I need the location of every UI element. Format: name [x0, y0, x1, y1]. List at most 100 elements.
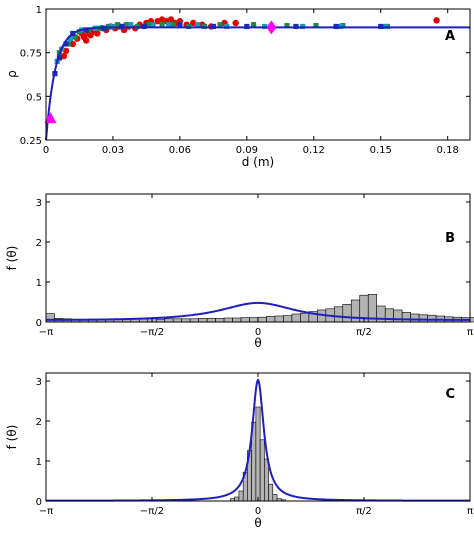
panel-b-x-tick-label: π/2 [356, 327, 372, 338]
panel-c-x-tick-label: π [467, 506, 473, 517]
data-point [72, 34, 78, 40]
panel-b-frame [45, 193, 471, 323]
data-point [159, 22, 165, 28]
data-point [313, 22, 319, 29]
panel-a-x-axis-label: d (m) [242, 155, 274, 169]
data-point [433, 17, 440, 24]
histogram-bar [418, 314, 428, 323]
histogram-bar [238, 490, 244, 502]
panel-c-y-axis-label: f (θ) [5, 425, 19, 450]
histogram-bar [234, 496, 240, 502]
fit-curve [45, 26, 470, 141]
panel-c-label: C [445, 387, 455, 402]
data-point [170, 22, 176, 28]
histogram-bar [206, 318, 216, 323]
histogram-bar [342, 304, 352, 323]
histogram-bar [215, 318, 225, 323]
data-point [232, 19, 239, 27]
panel-c: −π −π/2 0 π/2 π 0 1 2 3 C θ f (θ) [5, 372, 473, 530]
panel-b-y-tick-label: 1 [36, 278, 42, 289]
panel-c-x-axis-label: θ [254, 516, 261, 530]
data-point [63, 41, 69, 47]
histogram-bar [264, 458, 269, 502]
panel-b-x-tick-label: 0 [255, 327, 261, 338]
panel-b-x-tick-label: −π [39, 327, 53, 338]
panel-a-y-tick-label: 0.5 [26, 92, 42, 103]
panel-a-x-tick-label: 0.15 [370, 145, 392, 156]
data-point [105, 23, 112, 30]
panel-b-label: B [445, 231, 455, 246]
histogram-bar [300, 312, 310, 323]
panel-a-x-tick-label: 0 [43, 145, 49, 156]
data-point [250, 22, 257, 28]
panel-b-ticks: −π −π/2 0 π/2 π 0 1 2 3 [36, 194, 473, 338]
data-point [177, 22, 183, 28]
histogram-bar [240, 317, 250, 323]
data-point [128, 22, 134, 28]
data-point [114, 22, 121, 28]
panel-c-x-tick-label: −π [39, 506, 53, 517]
panel-a-x-tick-label: 0.09 [236, 145, 258, 156]
panel-a-x-tick-label: 0.12 [303, 145, 325, 156]
data-point [150, 22, 156, 28]
panel-c-y-tick-label: 0 [36, 497, 42, 508]
panel-b: −π −π/2 0 π/2 π 0 1 2 3 B θ f (θ) [5, 193, 474, 350]
histogram-bar [469, 317, 474, 323]
panel-a-x-tick-label: 0.06 [169, 145, 191, 156]
panel-a: 0 0.03 0.06 0.09 0.12 0.15 0.180.250.50.751 A … [5, 5, 471, 169]
panel-b-y-axis-label: f (θ) [5, 246, 19, 271]
panel-c-x-tick-label: 0 [255, 506, 261, 517]
histogram-bar [259, 439, 265, 502]
histogram-bar [198, 318, 208, 323]
panel-a-frame [45, 8, 471, 141]
histogram-bar [410, 313, 420, 323]
data-point [166, 22, 172, 28]
panel-a-ticks: 0 0.03 0.06 0.09 0.12 0.15 0.18 0.25 0.5 0.75 1 [20, 5, 470, 156]
data-point [83, 27, 89, 33]
panel-b-y-tick-label: 2 [36, 238, 42, 249]
panel-a-y-tick-label: 0.75 [20, 49, 42, 60]
data-point [284, 22, 290, 29]
histogram-bar [255, 406, 261, 502]
data-point [167, 16, 175, 23]
panel-a-y-tick-label: 1 [36, 5, 42, 16]
diamond-marker [266, 20, 277, 35]
histogram-bar [257, 316, 267, 323]
panel-c-frame [45, 372, 471, 502]
histogram-bar [274, 315, 284, 323]
panel-a-marks [44, 16, 470, 141]
panel-c-y-tick-label: 2 [36, 417, 42, 428]
histogram-bar [283, 315, 293, 323]
histogram-bar [334, 306, 344, 323]
histogram-bar [272, 494, 278, 502]
panel-b-x-tick-label: −π/2 [140, 327, 164, 338]
panel-b-y-tick-label: 3 [36, 198, 42, 209]
panel-b-x-axis-label: θ [254, 336, 261, 350]
panel-a-y-axis-label: ρ [5, 70, 19, 78]
fit-curve [46, 301, 470, 321]
panel-b-y-tick-label: 0 [36, 318, 42, 329]
panel-c-y-tick-label: 3 [36, 377, 42, 388]
histogram-bar [266, 316, 276, 323]
histogram-bar [427, 314, 437, 323]
data-point [62, 47, 70, 55]
histogram-bar [223, 317, 233, 323]
triangle-marker [44, 112, 57, 124]
histogram-bar [401, 312, 411, 323]
panel-c-y-tick-label: 1 [36, 457, 42, 468]
panel-a-y-tick-label: 0.25 [20, 136, 42, 147]
panel-a-x-tick-label: 0.18 [437, 145, 459, 156]
data-point [217, 22, 223, 28]
data-point [82, 37, 90, 44]
panel-a-label: A [445, 29, 455, 44]
panel-a-x-tick-label: 0.03 [102, 145, 124, 156]
histogram-bar [249, 317, 259, 323]
data-point [94, 30, 101, 37]
data-point [56, 55, 62, 61]
data-point [195, 22, 201, 28]
data-point [190, 19, 197, 27]
histogram-bar [268, 483, 274, 502]
histogram-bar [291, 313, 301, 323]
panel-c-x-tick-label: −π/2 [140, 506, 164, 517]
